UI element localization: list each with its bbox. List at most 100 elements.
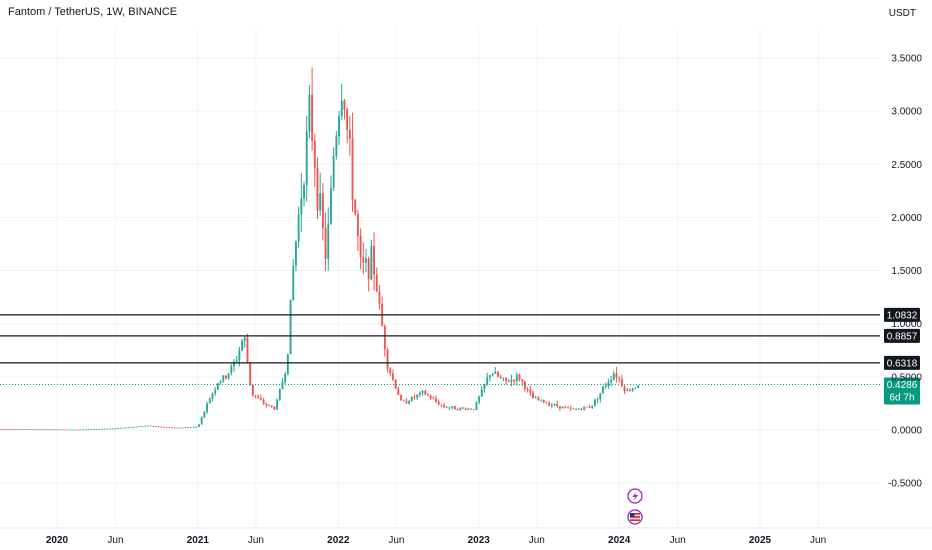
candle-body bbox=[526, 388, 529, 390]
candle-body bbox=[383, 325, 386, 350]
level-price-label: 0.6318 bbox=[887, 358, 918, 369]
time-axis[interactable]: 2020 Jun 2021 Jun 2022 Jun 2023 Jun 2024 Jun 2025 J… bbox=[46, 535, 826, 546]
candle-body bbox=[351, 138, 354, 200]
candle-body bbox=[499, 376, 502, 378]
candle-body bbox=[637, 385, 639, 388]
candle-body bbox=[200, 417, 203, 425]
candle-body bbox=[203, 411, 206, 418]
chart-title: Fantom / TetherUS, 1W, BINANCE bbox=[8, 6, 178, 18]
candle-body bbox=[243, 337, 246, 341]
candle-body bbox=[122, 427, 125, 429]
candle-body bbox=[534, 397, 537, 399]
last-price-badge bbox=[884, 377, 920, 405]
candle-body bbox=[599, 392, 602, 400]
candle-body bbox=[14, 429, 17, 430]
candle-body bbox=[456, 409, 459, 411]
candle-body bbox=[359, 235, 362, 258]
candle-body bbox=[25, 429, 28, 431]
candle-body bbox=[63, 429, 66, 431]
candle-body bbox=[373, 245, 376, 275]
candle-body bbox=[101, 428, 103, 430]
candle-body bbox=[157, 426, 160, 428]
candle-body bbox=[319, 193, 322, 211]
candle-body bbox=[515, 374, 518, 382]
candle-body bbox=[249, 362, 252, 385]
candle-body bbox=[125, 427, 128, 429]
candle-body bbox=[82, 429, 85, 431]
candle-body bbox=[265, 403, 268, 406]
last-price-label: 0.4286 bbox=[887, 380, 918, 391]
candle-body bbox=[408, 401, 411, 404]
y-tick-label: -0.5000 bbox=[888, 479, 922, 490]
candle-body bbox=[313, 140, 316, 168]
lightning-event-icon[interactable] bbox=[627, 488, 643, 504]
candle-body bbox=[195, 426, 198, 428]
candle-body bbox=[289, 299, 292, 355]
y-tick-label: 1.0000 bbox=[891, 319, 922, 330]
candle-body bbox=[459, 407, 462, 411]
candle-body bbox=[246, 337, 249, 363]
candle-body bbox=[257, 396, 260, 399]
candle-body bbox=[211, 393, 214, 399]
candle-body bbox=[410, 396, 413, 402]
y-tick-label: 0.5000 bbox=[891, 372, 922, 383]
candle-body bbox=[386, 349, 389, 369]
candle-body bbox=[558, 406, 561, 409]
y-tick-label: 0.0000 bbox=[891, 426, 922, 437]
candle-body bbox=[79, 429, 82, 431]
candle-body bbox=[219, 381, 222, 384]
candle-body bbox=[615, 373, 618, 378]
level-price-badge bbox=[884, 355, 920, 370]
candle-body bbox=[55, 429, 58, 431]
candle-body bbox=[367, 258, 370, 280]
candle-body bbox=[626, 390, 629, 392]
candle-body bbox=[602, 386, 604, 393]
candle-body bbox=[235, 360, 238, 362]
candle-body bbox=[87, 429, 90, 431]
us-flag-event-icon[interactable] bbox=[627, 509, 643, 525]
x-tick-label: 2024 bbox=[608, 535, 631, 546]
candle-body bbox=[470, 408, 472, 410]
candle-body bbox=[365, 258, 367, 263]
candle-body bbox=[569, 407, 572, 409]
candle-body bbox=[440, 404, 443, 406]
candle-body bbox=[4, 429, 6, 430]
level-price-badge bbox=[884, 307, 920, 322]
candle-body bbox=[343, 100, 346, 110]
candle-body bbox=[518, 374, 521, 380]
x-tick-label: 2022 bbox=[327, 535, 350, 546]
candle-body bbox=[354, 199, 357, 214]
candle-body bbox=[502, 377, 505, 379]
candle-body bbox=[435, 398, 437, 402]
candle-body bbox=[165, 427, 168, 428]
candle-body bbox=[588, 407, 591, 408]
candle-body bbox=[28, 429, 31, 431]
candle-body bbox=[497, 372, 499, 377]
candle-body bbox=[548, 403, 551, 406]
candle-body bbox=[607, 382, 610, 386]
candle-body bbox=[52, 429, 55, 431]
candle-body bbox=[154, 426, 157, 427]
candle-body bbox=[114, 428, 117, 430]
candle-body bbox=[583, 406, 586, 410]
candle-body bbox=[585, 406, 588, 408]
x-tick-label: Jun bbox=[810, 535, 826, 546]
candle-body bbox=[146, 425, 149, 427]
candle-body bbox=[206, 403, 209, 412]
x-tick-label: 2025 bbox=[749, 535, 772, 546]
candle-body bbox=[22, 429, 25, 430]
candle-body bbox=[572, 408, 575, 410]
candle-body bbox=[488, 375, 491, 378]
candle-body bbox=[44, 429, 47, 431]
candle-body bbox=[593, 399, 596, 406]
currency-label[interactable]: USDT bbox=[888, 8, 916, 19]
price-axis[interactable]: 3.5000 3.0000 2.5000 2.0000 1.5000 1.0000 0.50… bbox=[888, 53, 922, 489]
candle-body bbox=[233, 361, 235, 367]
candle-body bbox=[472, 409, 475, 411]
candle-body bbox=[480, 389, 483, 397]
candle-body bbox=[222, 375, 225, 382]
candle-body bbox=[532, 392, 534, 399]
candle-body bbox=[278, 389, 281, 400]
candle-body bbox=[9, 429, 12, 430]
